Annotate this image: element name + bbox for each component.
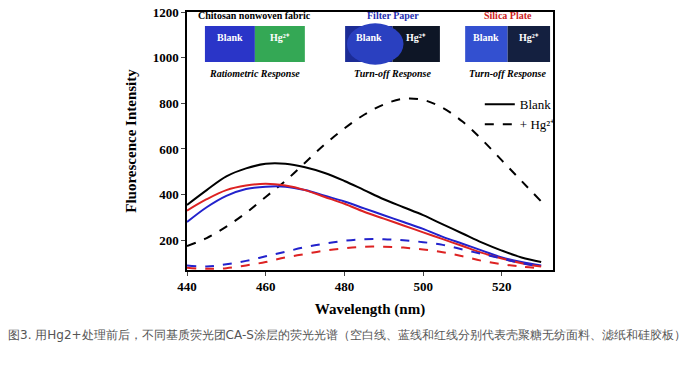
svg-text:Blank: Blank [520,97,552,112]
svg-text:Silica Plate: Silica Plate [484,10,532,21]
svg-text:Fluorescence Intensity: Fluorescence Intensity [123,69,139,213]
svg-text:Wavelength (nm): Wavelength (nm) [315,301,425,318]
svg-text:Filter Paper: Filter Paper [367,10,419,21]
svg-text:Ratiometric Response: Ratiometric Response [209,68,300,79]
svg-text:Blank: Blank [473,32,499,43]
svg-text:Turn-off Response: Turn-off Response [354,68,432,79]
svg-text:460: 460 [256,279,276,294]
svg-text:1000: 1000 [153,50,179,65]
svg-text:Hg²⁺: Hg²⁺ [270,32,290,43]
svg-text:480: 480 [335,279,355,294]
svg-text:440: 440 [177,279,197,294]
svg-text:Turn-off Response: Turn-off Response [469,68,547,79]
svg-text:600: 600 [159,142,179,157]
svg-text:400: 400 [159,187,179,202]
svg-text:+ Hg²⁺: + Hg²⁺ [520,117,554,132]
svg-text:Blank: Blank [356,32,382,43]
svg-text:1200: 1200 [153,5,179,20]
svg-text:Blank: Blank [217,32,243,43]
svg-text:200: 200 [159,233,179,248]
svg-text:520: 520 [492,279,512,294]
svg-text:Chitosan nonwoven fabric: Chitosan nonwoven fabric [198,10,311,21]
svg-text:Hg²⁺: Hg²⁺ [406,32,426,43]
svg-text:500: 500 [413,279,433,294]
html-text:图3. 用Hg2+处理前后，不同基质荧光团CA-S涂层的荧光: 图3. 用Hg2+处理前后，不同基质荧光团CA-S涂层的荧光光谱（空白线、蓝线和… [8,328,686,342]
svg-text:Hg²⁺: Hg²⁺ [519,32,539,43]
svg-text:800: 800 [159,96,179,111]
